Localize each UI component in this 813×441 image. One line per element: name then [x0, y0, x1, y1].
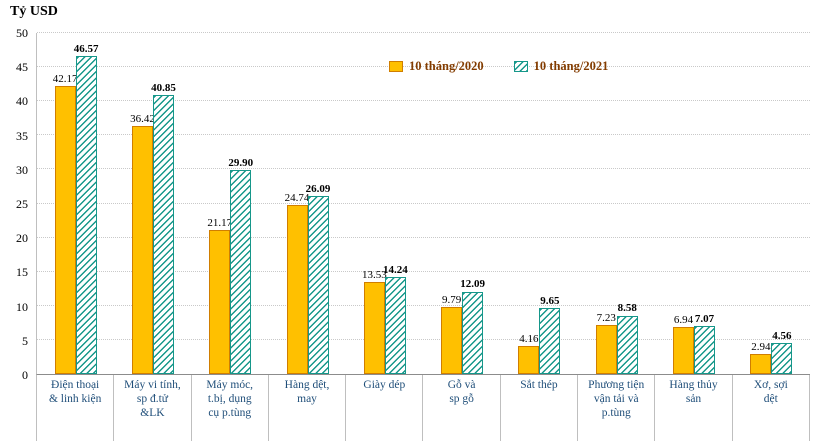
bar-series-0: 24.74 [285, 192, 309, 374]
value-label: 9.79 [442, 294, 462, 307]
value-label: 29.90 [228, 157, 254, 169]
value-label: 42.17 [52, 73, 78, 86]
bar-group: 2.94 4.56 [733, 33, 810, 374]
gridline [37, 100, 810, 102]
gridline [37, 168, 810, 170]
bar-group: 36.42 40.85 [114, 33, 191, 374]
bar-series-0: 36.42 [130, 113, 155, 374]
y-tick-label: 40 [16, 94, 28, 109]
value-label: 12.09 [460, 278, 485, 291]
bar-series-1: 4.56 [771, 330, 793, 374]
bar-series-0: 21.17 [207, 217, 232, 374]
category-label: Máy vi tính, sp đ.tử &LK [114, 375, 192, 441]
bar-series-0: 9.79 [441, 294, 463, 374]
bar-group: 21.17 29.90 [192, 33, 269, 374]
plot-area: 42.17 46.57 36.42 40.85 21.17 29.90 24.74 26.09… [36, 32, 810, 375]
value-label: 8.58 [617, 302, 637, 315]
value-label: 9.65 [540, 295, 560, 308]
bar-group: 24.74 26.09 [269, 33, 346, 374]
category-label: Hàng dệt, may [269, 375, 347, 441]
y-tick-label: 10 [16, 299, 28, 314]
gridline [37, 338, 810, 340]
category-label: Máy móc, t.bị, dụng cụ p.tùng [192, 375, 269, 441]
value-label: 26.09 [305, 182, 331, 195]
y-tick-label: 45 [16, 60, 28, 75]
value-label: 13.53 [361, 268, 387, 281]
y-axis: 0 5 10 15 20 25 30 35 40 45 50 [0, 27, 32, 381]
bar-series-0: 4.16 [518, 333, 540, 374]
y-tick-label: 35 [16, 128, 28, 143]
gridline [37, 304, 810, 306]
y-tick-label: 15 [16, 265, 28, 280]
legend-item-2020: 10 tháng/2020 [389, 59, 484, 74]
gridline [37, 32, 810, 33]
value-label: 46.57 [73, 43, 99, 56]
y-tick-label: 30 [16, 162, 28, 177]
value-label: 21.17 [207, 216, 233, 229]
y-tick-label: 5 [22, 333, 28, 348]
category-label: Phương tiện vận tải và p.tùng [578, 375, 656, 441]
chart-title: Tỷ USD [10, 4, 58, 19]
bar-series-1: 40.85 [151, 82, 176, 374]
y-tick-label: 0 [22, 368, 28, 382]
category-label: Điện thoại & linh kiện [37, 375, 115, 441]
bar-group: 4.16 9.65 [501, 33, 578, 374]
category-label: Gỗ và sp gỗ [423, 375, 501, 441]
gridline [37, 236, 810, 238]
value-label: 6.94 [673, 313, 694, 326]
gridlines [37, 32, 810, 374]
bar-series-1: 12.09 [460, 278, 485, 374]
legend-label-2020: 10 tháng/2020 [409, 59, 484, 73]
gridline [37, 202, 810, 204]
legend-item-2021: 10 tháng/2021 [513, 59, 609, 74]
bar-series-1: 14.24 [383, 264, 408, 374]
bar-series-1: 8.58 [616, 302, 638, 374]
value-label: 7.23 [596, 311, 616, 324]
gridline [37, 134, 810, 136]
bar-series-0: 6.94 [673, 314, 695, 374]
value-label: 4.16 [519, 332, 539, 345]
value-label: 4.56 [772, 329, 792, 342]
value-label: 14.24 [382, 263, 408, 276]
y-tick-label: 50 [16, 26, 28, 40]
category-label: Xơ, sợi dệt [733, 375, 810, 441]
value-label: 7.07 [694, 312, 715, 325]
bar-series-1: 7.07 [694, 313, 716, 374]
y-tick-label: 20 [16, 231, 28, 246]
bar-series-0: 42.17 [53, 73, 78, 374]
bar-series-0: 2.94 [750, 341, 772, 374]
value-label: 2.94 [751, 340, 771, 353]
value-label: 24.74 [284, 192, 310, 205]
value-label: 36.42 [130, 112, 155, 125]
value-label: 40.85 [151, 82, 176, 95]
bar-group: 7.23 8.58 [578, 33, 655, 374]
category-label: Sắt thép [501, 375, 579, 441]
y-tick-label: 25 [16, 197, 28, 211]
bar-group: 42.17 46.57 [37, 33, 114, 374]
gridline [37, 66, 810, 68]
bar-series-0: 13.53 [362, 269, 387, 374]
bar-series-1: 9.65 [539, 295, 561, 374]
bar-group: 13.53 14.24 [346, 33, 423, 374]
category-label: Hàng thủy sản [655, 375, 733, 441]
gridline [37, 270, 810, 272]
legend-label-2021: 10 tháng/2021 [533, 59, 609, 73]
legend-swatch-2021 [513, 61, 528, 72]
bar-series-0: 7.23 [595, 312, 617, 374]
bar-group: 9.79 12.09 [423, 33, 500, 374]
bar-group: 6.94 7.07 [655, 33, 732, 374]
x-axis: Điện thoại & linh kiện Máy vi tính, sp đ.… [36, 375, 810, 441]
legend: 10 tháng/2020 10 tháng/2021 [389, 59, 608, 74]
bar-series-1: 26.09 [306, 183, 330, 374]
category-label: Giày dép [346, 375, 424, 441]
bar-series-1: 46.57 [74, 43, 99, 374]
bar-groups: 42.17 46.57 36.42 40.85 21.17 29.90 24.74 26.09… [37, 33, 810, 374]
bar-series-1: 29.90 [228, 157, 253, 374]
legend-swatch-2020 [389, 61, 403, 72]
